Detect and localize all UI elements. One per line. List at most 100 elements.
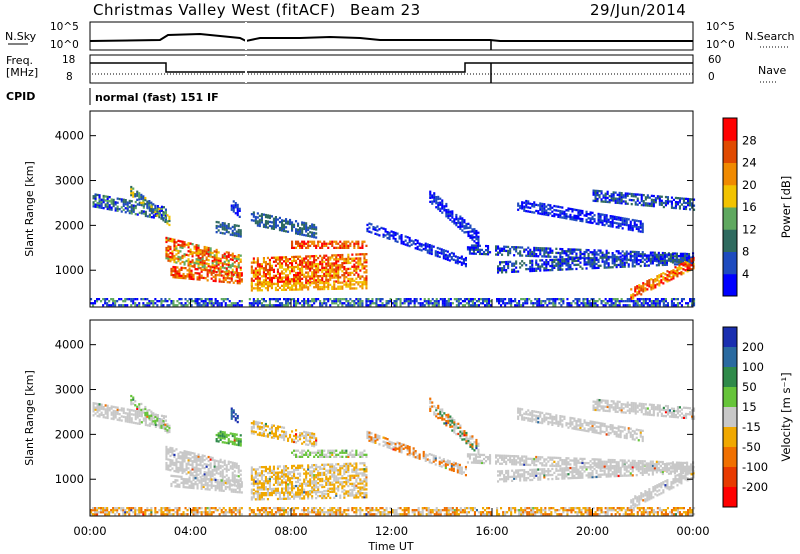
power-cell [437, 195, 440, 199]
power-cell [339, 244, 342, 247]
power-cell [658, 302, 661, 305]
power-cell [586, 302, 589, 305]
power-cell [533, 254, 536, 258]
power-cell [311, 223, 314, 226]
power-cell [365, 300, 368, 303]
power-cell [224, 298, 227, 301]
power-cell [652, 200, 655, 204]
power-cell [258, 277, 261, 280]
power-cell [341, 304, 344, 307]
power-cell [503, 265, 506, 268]
power-cell [623, 265, 626, 268]
power-cell [285, 262, 288, 265]
power-cell [549, 251, 552, 254]
power-cell [499, 267, 502, 270]
power-cell [409, 300, 412, 303]
power-cell [171, 238, 174, 241]
power-cell [433, 200, 436, 203]
power-cell [122, 304, 125, 307]
power-cell [237, 266, 240, 269]
power-cell [327, 246, 330, 249]
power-cell [254, 269, 257, 272]
power-cell [266, 262, 269, 266]
power-cell [195, 250, 198, 253]
power-cell [503, 245, 506, 248]
power-cell [475, 300, 478, 303]
power-cell [164, 218, 167, 221]
power-cell [283, 227, 286, 230]
power-cell [168, 215, 171, 218]
power-cell [607, 258, 610, 261]
power-cell [463, 225, 466, 228]
power-cell [369, 304, 372, 307]
velocity-cell [238, 489, 241, 492]
velocity-cell [262, 482, 265, 485]
power-cell [289, 280, 292, 283]
power-cell [293, 225, 296, 229]
power-cell [412, 240, 415, 243]
power-cell [661, 263, 664, 267]
power-cell [384, 234, 387, 237]
power-cell [256, 273, 259, 276]
velocity-cell [110, 413, 113, 416]
power-cell [583, 252, 586, 256]
power-cell [403, 298, 406, 301]
power-cell [531, 205, 534, 208]
power-cell [258, 214, 261, 217]
power-cell [599, 256, 602, 259]
power-cell [178, 276, 181, 279]
power-cell [365, 253, 368, 256]
power-cell [430, 248, 433, 252]
power-cell [601, 219, 604, 222]
power-cell [595, 266, 598, 270]
power-cell [230, 277, 233, 280]
velocity-cell [232, 488, 235, 491]
velocity-cell [191, 462, 194, 465]
power-cell [313, 231, 316, 235]
power-cell [297, 302, 300, 305]
velocity-cell [237, 469, 240, 472]
velocity-cell [130, 421, 133, 424]
power-cell [287, 300, 290, 303]
power-cell [652, 283, 655, 286]
power-cell [256, 275, 259, 278]
power-cell [112, 304, 115, 307]
power-cell [472, 248, 475, 251]
power-cell [186, 304, 189, 307]
power-cell [627, 226, 630, 229]
power-cell [597, 220, 600, 224]
power-cell [666, 196, 669, 199]
power-cell [193, 251, 196, 254]
power-cell [301, 300, 304, 303]
power-cell [674, 266, 677, 269]
power-cell [160, 205, 163, 208]
power-cell [92, 201, 95, 204]
power-cell [545, 249, 548, 252]
power-cell [672, 275, 675, 278]
velocity-cell [221, 473, 224, 476]
power-cell [307, 255, 310, 258]
power-cell [673, 252, 676, 255]
power-cell [240, 278, 243, 281]
velocity-cell [200, 485, 203, 488]
power-cell [270, 276, 273, 280]
power-cell [357, 240, 360, 243]
power-cell [283, 219, 286, 222]
velocity-cell [195, 465, 198, 468]
power-cell [628, 192, 631, 195]
velocity-cell [214, 488, 217, 492]
velocity-cell [167, 468, 170, 471]
power-cell [335, 270, 338, 273]
velocity-cell [225, 433, 228, 436]
power-cell [693, 300, 696, 303]
power-cell [573, 257, 576, 261]
power-cell [363, 281, 366, 284]
power-cell [411, 300, 414, 303]
power-cell [500, 304, 503, 307]
power-cell [130, 210, 133, 213]
power-cell [208, 300, 211, 303]
power-cell [658, 199, 661, 202]
power-cell [646, 288, 649, 291]
power-cell [451, 214, 454, 217]
power-cell [195, 262, 198, 265]
